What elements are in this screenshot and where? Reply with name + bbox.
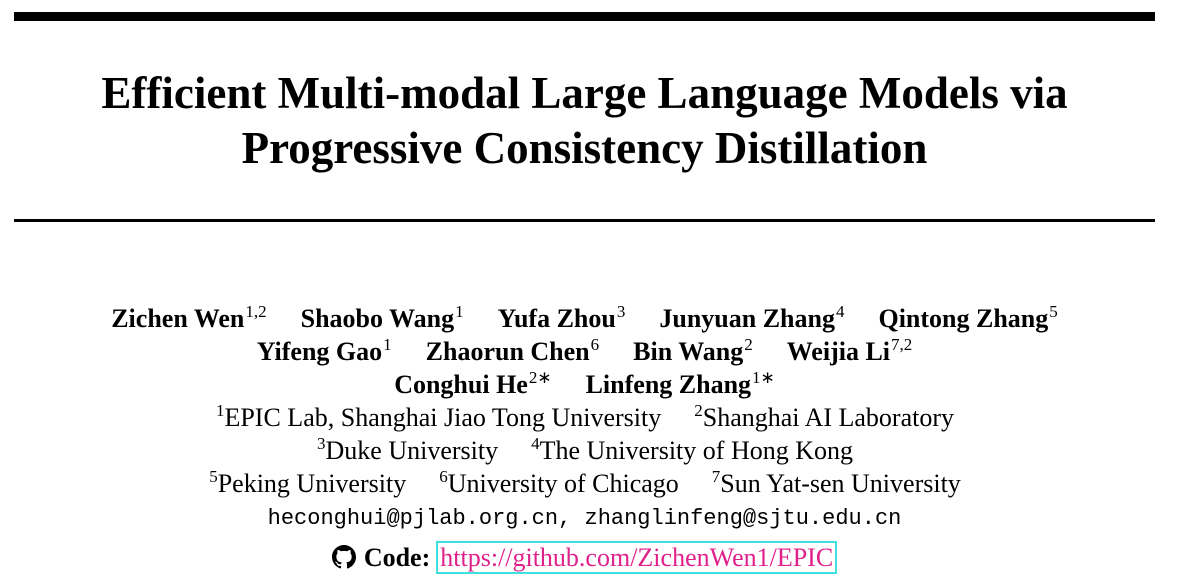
affiliation-sup: 6 (439, 467, 448, 486)
emails: heconghui@pjlab.org.cn, zhanglinfeng@sjt… (267, 506, 902, 531)
affiliation-sup: 5 (209, 467, 218, 486)
affiliation: 7Sun Yat-sen University (711, 467, 961, 503)
affiliation: 5Peking University (208, 467, 406, 503)
author: Qintong Zhang5 (878, 302, 1057, 338)
affiliation-line: 1EPIC Lab, Shanghai Jiao Tong University… (14, 401, 1155, 437)
affiliation-sup: 2 (694, 401, 703, 420)
author-line: Conghui He2∗ Linfeng Zhang1∗ (14, 368, 1155, 404)
affiliation-name: Shanghai AI Laboratory (702, 403, 955, 432)
affiliation-name: University of Chicago (447, 469, 679, 498)
affiliation-sup: 7 (711, 467, 721, 486)
affiliation-name: EPIC Lab, Shanghai Jiao Tong University (224, 403, 662, 432)
author-name: Yifeng Gao (256, 337, 383, 366)
author-sup: 1 (383, 335, 392, 354)
author: Yufa Zhou3 (498, 302, 626, 338)
author: Linfeng Zhang1∗ (586, 368, 775, 404)
author-sup: 3 (616, 302, 626, 321)
author-sup: 4 (835, 302, 845, 321)
affiliation-name: The University of Hong Kong (539, 436, 853, 465)
github-icon (331, 545, 356, 569)
author-sup: 1∗ (752, 368, 775, 387)
author-sup: 6 (590, 335, 600, 354)
affiliation-line: 5Peking University 6University of Chicago… (14, 467, 1155, 503)
affiliation-name: Duke University (325, 436, 499, 465)
code-link[interactable]: https://github.com/ZichenWen1/EPIC (436, 541, 838, 574)
bottom-rule (14, 219, 1155, 222)
author-name: Junyuan Zhang (659, 304, 835, 333)
affiliation-sup: 1 (215, 401, 225, 420)
author-line: Yifeng Gao1 Zhaorun Chen6 Bin Wang2 Weijia … (14, 335, 1155, 371)
author: Junyuan Zhang4 (659, 302, 844, 338)
title-line: Progressive Consistency Distillation (241, 123, 928, 173)
author-name: Zhaorun Chen (425, 337, 590, 366)
top-rule (14, 12, 1155, 21)
affiliation: 6University of Chicago (438, 467, 679, 503)
author: Conghui He2∗ (394, 368, 551, 404)
author: Zhaorun Chen6 (426, 335, 600, 371)
author: Yifeng Gao1 (257, 335, 392, 371)
author: Zichen Wen1,2 (111, 302, 266, 338)
affiliation-sup: 3 (317, 434, 326, 453)
title: Efficient Multi-modal Large Language Mod… (14, 66, 1155, 176)
affiliation: 4The University of Hong Kong (530, 434, 853, 470)
author-sup: 5 (1049, 302, 1058, 321)
title-line: Efficient Multi-modal Large Language Mod… (101, 68, 1068, 118)
author-name: Zichen Wen (111, 304, 245, 333)
author: Weijia Li7,2 (787, 335, 913, 371)
author-sup: 1 (455, 302, 464, 321)
author-name: Weijia Li (786, 337, 891, 366)
affiliation-name: Peking University (217, 469, 407, 498)
affiliation: 2Shanghai AI Laboratory (693, 401, 954, 437)
code-line: Code: https://github.com/ZichenWen1/EPIC (14, 541, 1155, 574)
affiliation-line: 3Duke University 4The University of Hong … (14, 434, 1155, 470)
author-line: Zichen Wen1,2 Shaobo Wang1 Yufa Zhou3 Junyu… (14, 302, 1155, 338)
author-name: Linfeng Zhang (585, 370, 752, 399)
author-sup: 2∗ (528, 368, 552, 387)
author-name: Conghui He (394, 370, 528, 399)
author-name: Qintong Zhang (878, 304, 1049, 333)
author-name: Shaobo Wang (300, 304, 455, 333)
author-sup: 7,2 (891, 335, 913, 354)
code-label: Code: (363, 543, 431, 572)
author-sup: 2 (744, 335, 753, 354)
author-name: Bin Wang (633, 337, 744, 366)
author: Bin Wang2 (633, 335, 753, 371)
affiliation: 3Duke University (316, 434, 498, 470)
author-sup: 1,2 (245, 302, 267, 321)
author-name: Yufa Zhou (497, 304, 616, 333)
affiliation-name: Sun Yat-sen University (720, 469, 961, 498)
affiliation-sup: 4 (531, 434, 540, 453)
author: Shaobo Wang1 (301, 302, 464, 338)
affiliation: 1EPIC Lab, Shanghai Jiao Tong University (215, 401, 661, 437)
